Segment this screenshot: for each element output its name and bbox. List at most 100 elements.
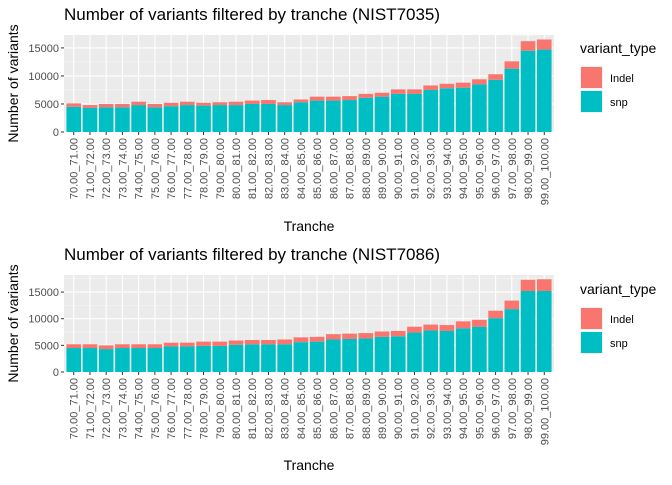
x-tick-label: 94.00_95.00: [458, 378, 470, 439]
x-tick-label: 86.00_87.00: [328, 378, 340, 439]
bar-indel: [228, 101, 244, 106]
x-tick-label: 93.00_94.00: [442, 378, 454, 439]
x-tick-label: 90.00_91.00: [393, 138, 405, 199]
bar-snp: [407, 332, 422, 372]
bar-snp: [536, 290, 552, 372]
bar-snp: [407, 93, 422, 132]
bar-snp: [293, 342, 309, 372]
x-tick-label: 95.00_96.00: [474, 378, 486, 439]
x-tick-label: 74.00_75.00: [134, 138, 146, 199]
bar-snp: [180, 105, 195, 132]
x-tick-label: 70.00_71.00: [69, 378, 81, 439]
bar-indel: [66, 103, 82, 107]
x-tick-label: 72.00_73.00: [101, 138, 113, 199]
bar-snp: [423, 330, 438, 372]
bar-indel: [293, 99, 309, 103]
bar-snp: [472, 326, 487, 372]
bar-snp: [374, 336, 390, 372]
bar-indel: [423, 85, 438, 90]
bar-snp: [212, 345, 228, 372]
x-tick-label: 81.00_82.00: [247, 138, 259, 199]
x-tick-label: 73.00_74.00: [117, 138, 129, 199]
bar-snp: [439, 88, 455, 132]
bar-indel: [407, 326, 422, 333]
bar-indel: [98, 345, 114, 350]
bar-snp: [374, 96, 390, 132]
bar-indel: [455, 321, 471, 329]
x-tick-label: 91.00_92.00: [409, 378, 421, 439]
legend-label: Indel: [610, 73, 634, 85]
x-tick-label: 90.00_91.00: [393, 378, 405, 439]
bar-snp: [439, 330, 455, 372]
x-tick-label: 86.00_87.00: [328, 138, 340, 199]
bar-snp: [131, 348, 146, 372]
bar-indel: [504, 300, 520, 310]
bar-indel: [66, 344, 82, 349]
x-tick-label: 73.00_74.00: [117, 378, 129, 439]
chart-panel-2: Number of variants filtered by tranche (…: [5, 245, 656, 473]
legend-swatch: [581, 332, 602, 353]
bar-snp: [163, 106, 179, 132]
x-tick-label: 89.00_90.00: [377, 378, 389, 439]
bar-snp: [261, 103, 276, 132]
x-tick-label: 88.00_89.00: [361, 378, 373, 439]
legend-label: snp: [610, 338, 628, 350]
x-tick-label: 77.00_78.00: [182, 378, 194, 439]
bar-snp: [342, 100, 357, 132]
bar-indel: [228, 340, 244, 345]
legend-swatch: [581, 308, 602, 329]
bar-indel: [147, 103, 163, 108]
x-tick-label: 93.00_94.00: [442, 138, 454, 199]
x-tick-label: 83.00_84.00: [280, 138, 292, 199]
x-tick-label: 82.00_83.00: [263, 378, 275, 439]
bar-snp: [244, 103, 260, 132]
bar-snp: [98, 107, 114, 132]
bar-indel: [374, 92, 390, 97]
bar-snp: [180, 346, 195, 372]
bar-indel: [342, 333, 357, 339]
x-tick-label: 74.00_75.00: [134, 378, 146, 439]
x-tick-label: 82.00_83.00: [263, 138, 275, 199]
bar-indel: [261, 100, 276, 104]
x-tick-label: 98.00_99.00: [523, 378, 535, 439]
bar-indel: [520, 41, 536, 51]
x-tick-label: 99.00_100.00: [539, 138, 551, 205]
y-axis-label: Number of variants: [5, 264, 21, 382]
bar-indel: [261, 340, 276, 345]
bar-indel: [82, 105, 98, 108]
bar-indel: [439, 83, 455, 89]
bar-indel: [180, 101, 195, 106]
bar-snp: [309, 100, 325, 132]
bar-snp: [115, 348, 130, 372]
bar-indel: [115, 344, 130, 349]
bar-indel: [163, 342, 179, 347]
x-tick-label: 80.00_81.00: [231, 138, 243, 199]
bar-snp: [98, 349, 114, 372]
bar-snp: [66, 106, 82, 132]
x-tick-label: 92.00_93.00: [426, 378, 438, 439]
bar-snp: [82, 348, 98, 372]
bar-indel: [293, 337, 309, 343]
x-tick-label: 97.00_98.00: [507, 378, 519, 439]
bar-indel: [439, 325, 455, 331]
x-tick-label: 76.00_77.00: [166, 138, 178, 199]
bar-indel: [358, 333, 374, 339]
bar-indel: [244, 340, 260, 345]
bar-indel: [358, 93, 374, 98]
bar-snp: [520, 290, 536, 372]
bar-snp: [277, 344, 292, 372]
x-tick-label: 84.00_85.00: [296, 138, 308, 199]
bar-snp: [504, 309, 520, 372]
bar-indel: [342, 96, 357, 101]
x-tick-label: 78.00_79.00: [199, 378, 211, 439]
x-tick-label: 98.00_99.00: [523, 138, 535, 199]
bar-snp: [293, 102, 309, 132]
bar-snp: [82, 107, 98, 132]
bar-indel: [82, 344, 98, 349]
y-tick-label: 10000: [28, 71, 59, 83]
bar-snp: [244, 344, 260, 372]
legend-title: variant_type: [580, 281, 656, 297]
y-tick-label: 15000: [28, 287, 59, 299]
